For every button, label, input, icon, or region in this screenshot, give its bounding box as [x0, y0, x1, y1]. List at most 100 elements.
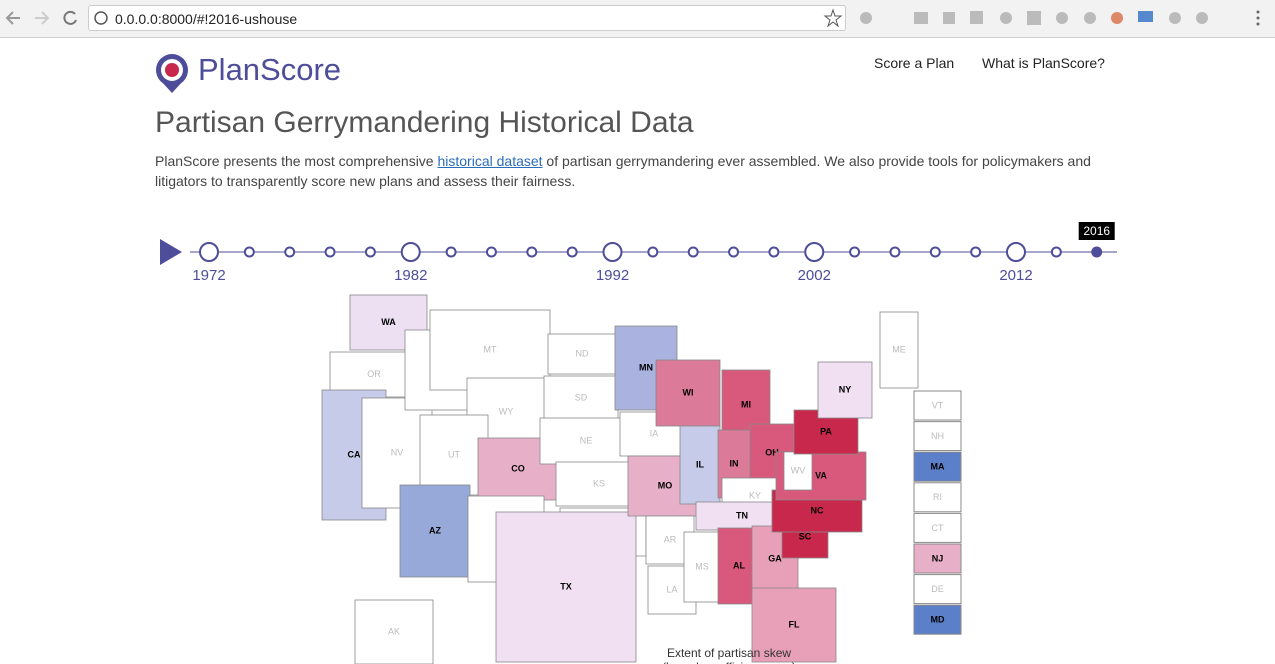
- state[interactable]: [495, 511, 637, 663]
- state-label: UT: [448, 449, 460, 459]
- small-state-box[interactable]: [913, 421, 962, 452]
- state-label: AR: [664, 534, 677, 544]
- timeline-node[interactable]: [647, 246, 659, 258]
- small-state-box[interactable]: [913, 512, 962, 543]
- timeline-node[interactable]: [1050, 246, 1062, 258]
- state[interactable]: [543, 375, 619, 421]
- state[interactable]: [429, 309, 551, 391]
- state-label: MN: [639, 362, 653, 372]
- state[interactable]: [399, 484, 471, 578]
- timeline-node[interactable]: [687, 246, 699, 258]
- state[interactable]: [647, 565, 697, 615]
- state[interactable]: [619, 411, 689, 457]
- small-state-box[interactable]: [913, 451, 962, 482]
- state[interactable]: [751, 587, 837, 663]
- state[interactable]: [683, 531, 721, 603]
- state-label: MI: [741, 399, 751, 409]
- state[interactable]: [751, 525, 799, 593]
- state[interactable]: [627, 455, 703, 517]
- timeline-node[interactable]: [400, 242, 421, 262]
- state[interactable]: [547, 333, 617, 375]
- timeline-node[interactable]: [804, 242, 825, 262]
- timeline-node[interactable]: [970, 246, 982, 258]
- state[interactable]: [329, 351, 419, 398]
- state[interactable]: [717, 429, 751, 499]
- state[interactable]: [775, 451, 867, 501]
- nav-link[interactable]: What is PlanScore?: [982, 55, 1105, 71]
- state[interactable]: [783, 451, 813, 491]
- timeline-node[interactable]: [768, 246, 780, 258]
- state[interactable]: [679, 425, 721, 505]
- state[interactable]: [349, 294, 428, 351]
- nav-link[interactable]: Score a Plan: [874, 55, 955, 71]
- timeline-node[interactable]: [485, 246, 497, 258]
- timeline-node[interactable]: [728, 246, 740, 258]
- state-label: SC: [799, 531, 812, 541]
- state[interactable]: [749, 423, 795, 483]
- dataset-link[interactable]: historical dataset: [437, 153, 543, 169]
- small-state-label: VT: [932, 400, 944, 410]
- timeline-node[interactable]: [199, 242, 219, 262]
- state[interactable]: [771, 489, 863, 533]
- tooltip-bg: [1078, 222, 1115, 240]
- timeline-node[interactable]: [1091, 246, 1103, 258]
- state-label: NC: [811, 505, 824, 515]
- address-bar[interactable]: 0.0.0.0:8000/#!2016-ushouse: [88, 5, 846, 31]
- state[interactable]: [539, 417, 633, 465]
- state[interactable]: [361, 397, 433, 509]
- play-button[interactable]: [160, 239, 182, 265]
- timeline-node[interactable]: [602, 242, 623, 262]
- state[interactable]: [717, 527, 761, 605]
- small-state-label: MA: [931, 462, 945, 472]
- small-state-label: NH: [931, 431, 944, 441]
- state-label: IA: [650, 428, 659, 438]
- timeline-node[interactable]: [284, 246, 296, 258]
- state[interactable]: [645, 515, 695, 565]
- state[interactable]: [879, 311, 919, 389]
- state[interactable]: [781, 515, 829, 559]
- url-text: 0.0.0.0:8000/#!2016-ushouse: [115, 11, 298, 27]
- state[interactable]: [467, 495, 545, 583]
- small-state-box[interactable]: [913, 604, 962, 635]
- state-label: NM: [499, 533, 513, 543]
- timeline-node[interactable]: [1006, 242, 1026, 262]
- state[interactable]: [321, 389, 387, 521]
- timeline-label: 1972: [192, 267, 225, 284]
- small-state-box[interactable]: [913, 482, 962, 513]
- state[interactable]: [559, 507, 647, 557]
- state-label: ID: [435, 364, 445, 374]
- state[interactable]: [695, 501, 789, 531]
- state[interactable]: [477, 437, 559, 501]
- state[interactable]: [721, 477, 789, 515]
- state[interactable]: [555, 461, 643, 507]
- timeline-node[interactable]: [445, 246, 457, 258]
- state-label: AZ: [429, 525, 441, 535]
- timeline-label: 2012: [999, 267, 1032, 284]
- state-label: OK: [596, 526, 609, 536]
- state[interactable]: [721, 369, 771, 441]
- timeline-node[interactable]: [929, 246, 941, 258]
- state[interactable]: [354, 599, 434, 664]
- state[interactable]: [466, 377, 546, 447]
- timeline-node[interactable]: [526, 246, 538, 258]
- state[interactable]: [614, 325, 678, 411]
- small-state-box[interactable]: [913, 574, 962, 605]
- timeline-node[interactable]: [364, 246, 376, 258]
- state[interactable]: [817, 361, 873, 419]
- timeline-node[interactable]: [849, 246, 861, 258]
- state[interactable]: [793, 409, 859, 455]
- state[interactable]: [404, 329, 474, 411]
- timeline-node[interactable]: [566, 246, 578, 258]
- state-label: IL: [696, 459, 705, 469]
- timeline-node[interactable]: [243, 246, 255, 258]
- small-state-label: NJ: [932, 553, 944, 563]
- state[interactable]: [419, 414, 489, 496]
- nav-buttons[interactable]: [0, 0, 85, 37]
- small-state-box[interactable]: [913, 390, 962, 421]
- state[interactable]: [655, 359, 721, 427]
- timeline-node[interactable]: [889, 246, 901, 258]
- logo-text[interactable]: PlanScore: [198, 52, 342, 87]
- small-state-box[interactable]: [913, 543, 962, 574]
- timeline-node[interactable]: [324, 246, 336, 258]
